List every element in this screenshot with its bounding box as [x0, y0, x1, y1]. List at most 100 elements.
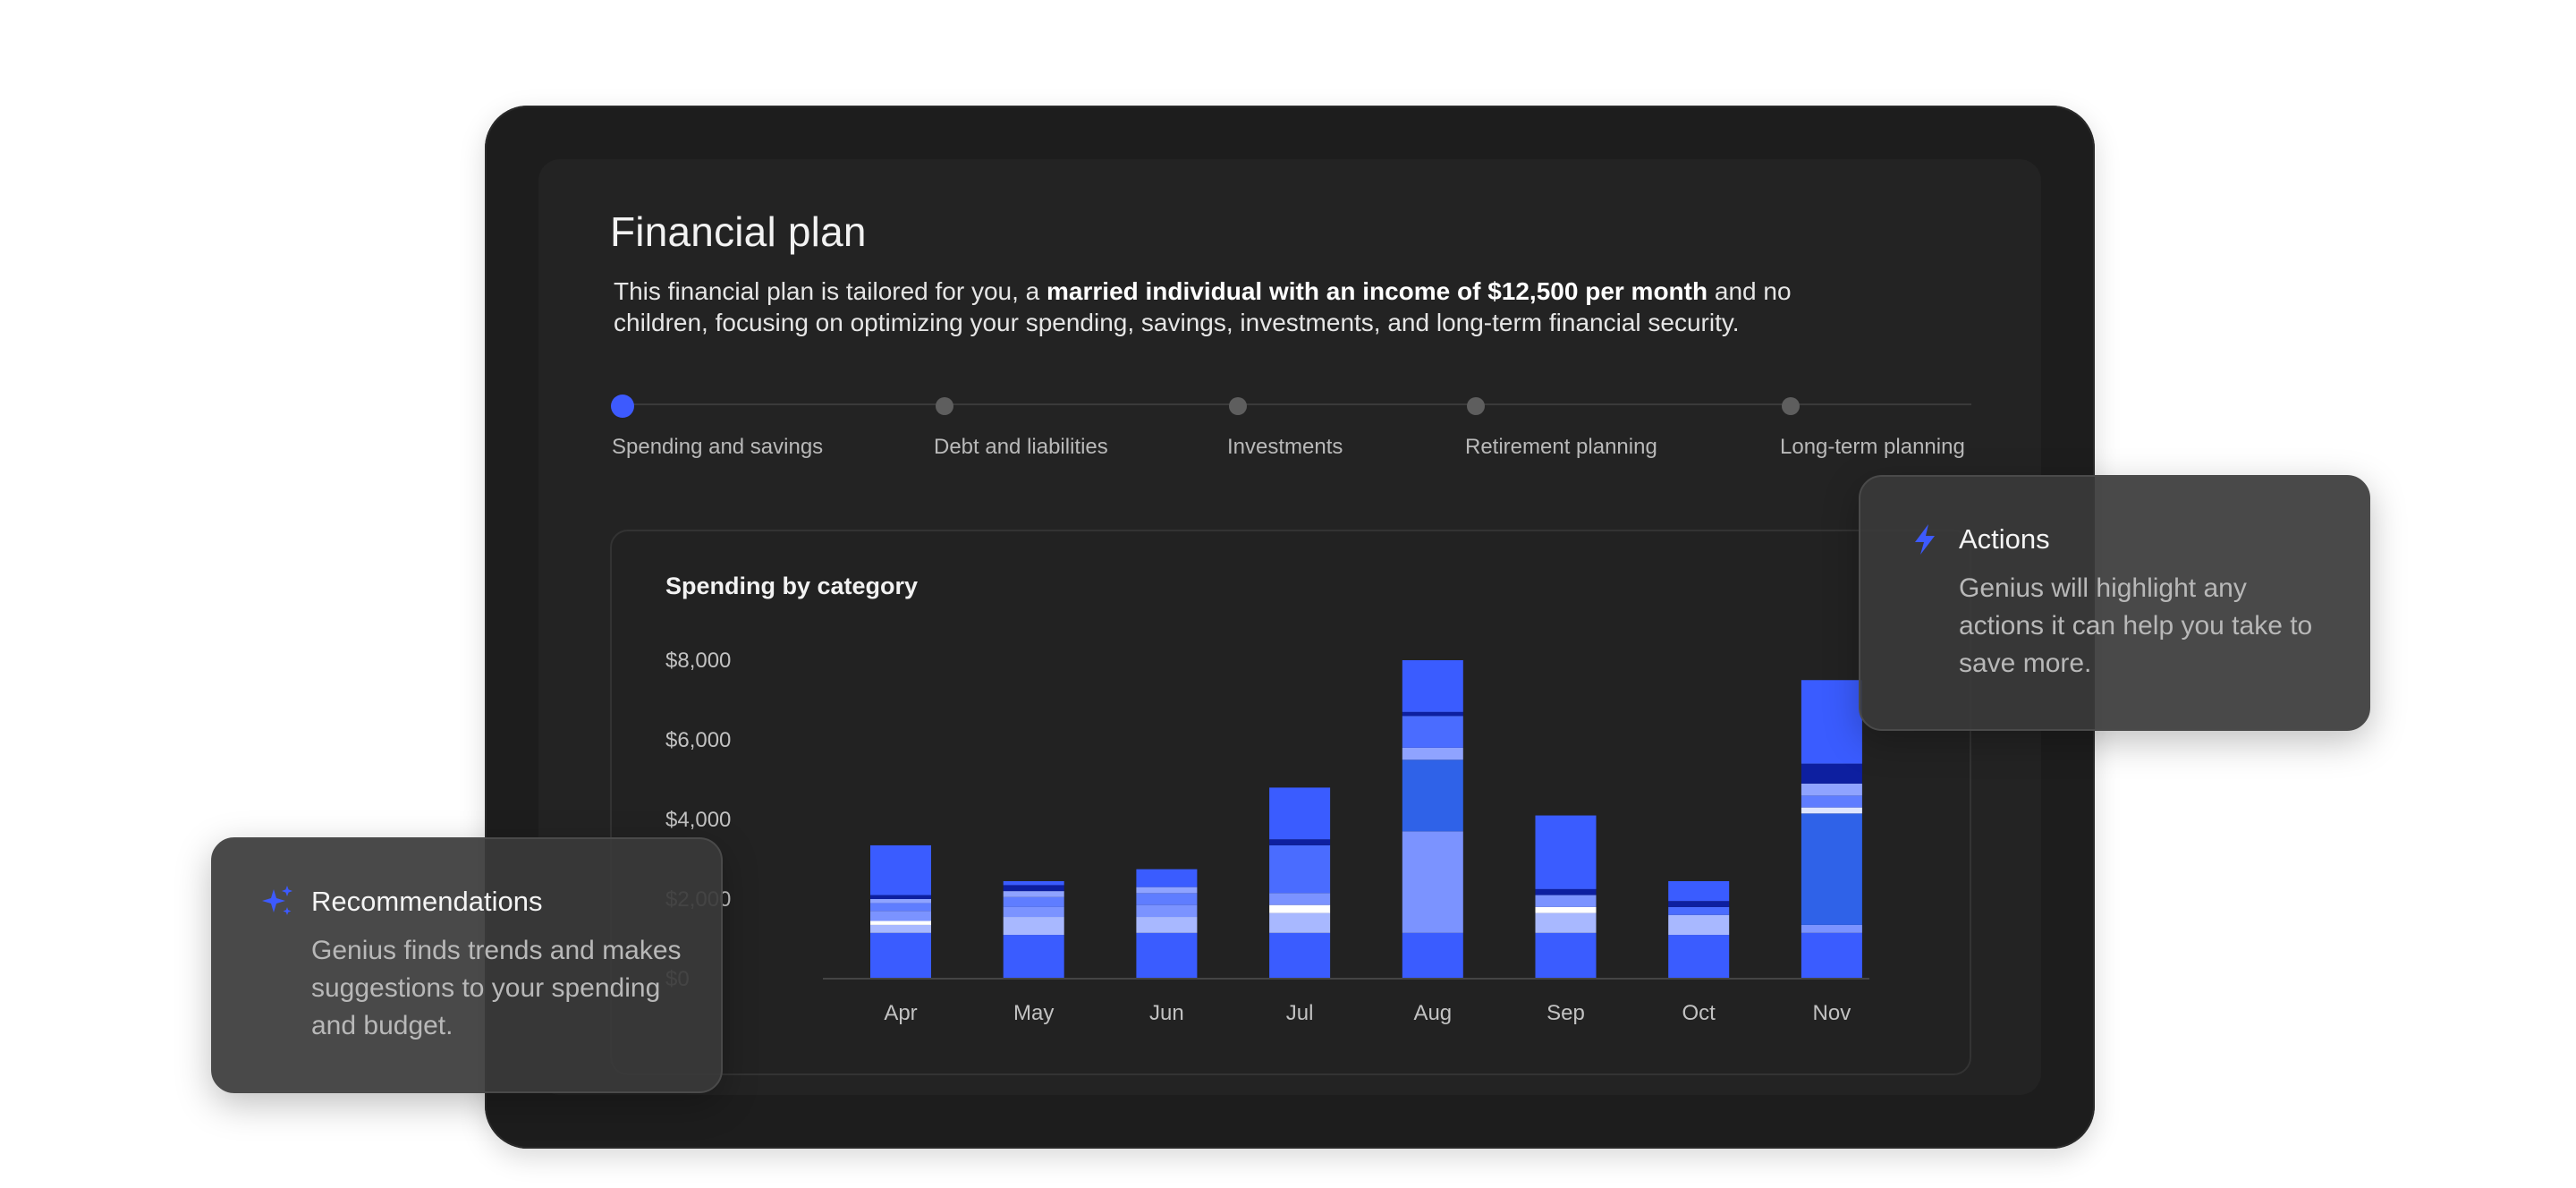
plan-description-rest: and no children, focusing on optimizing … [614, 277, 1792, 336]
y-axis: $0$2,000$4,000$6,000$8,000 [665, 649, 731, 991]
sparkles-icon [262, 886, 292, 915]
bar-segment [1668, 935, 1730, 979]
bar-segment [1801, 807, 1862, 814]
bar-segment [1003, 935, 1064, 979]
bar-segment [1269, 839, 1331, 845]
bar-segment [1535, 895, 1597, 907]
recommendations-body: Genius finds trends and makes suggestion… [311, 936, 682, 1040]
y-tick-label: $8,000 [665, 649, 731, 673]
bar-segment [1535, 888, 1597, 895]
x-tick-label: Aug [1413, 1001, 1452, 1025]
x-tick-label: Sep [1546, 1001, 1585, 1025]
bar-segment [1003, 880, 1064, 886]
bar-segment [1269, 893, 1331, 905]
bar-segment [1668, 906, 1730, 915]
x-axis: Apr May Jun Jul Aug Sep Oct Nov [884, 1001, 1851, 1025]
bar-segment [1535, 932, 1597, 979]
bar-segment [870, 932, 931, 979]
bar-jul[interactable] [1269, 787, 1331, 979]
lightning-icon [1915, 524, 1935, 555]
bar-segment [1136, 904, 1198, 918]
bar-segment [1136, 869, 1198, 887]
bar-segment [1801, 680, 1862, 764]
bar-segment [1801, 932, 1862, 979]
bar-segment [1801, 813, 1862, 925]
x-tick-label: May [1013, 1001, 1054, 1025]
step-label: Debt and liabilities [934, 435, 1108, 459]
bar-segment [870, 899, 931, 904]
bar-segment [1003, 885, 1064, 892]
x-tick-label: Oct [1682, 1001, 1716, 1025]
x-tick-label: Jun [1149, 1001, 1184, 1025]
page-title: Financial plan [610, 208, 867, 255]
bar-segment [1136, 887, 1198, 894]
bar-aug[interactable] [1402, 660, 1463, 979]
bar-segment [1535, 906, 1597, 913]
step-dot [936, 397, 953, 415]
stepper-track [621, 403, 1971, 405]
x-tick-label: Jul [1286, 1001, 1314, 1025]
actions-body: Genius will highlight any actions it can… [1959, 573, 2313, 678]
bar-oct[interactable] [1668, 880, 1730, 979]
bar-segment [1269, 844, 1331, 894]
bar-segment [1668, 901, 1730, 907]
bar-segment [1801, 924, 1862, 933]
bar-segment [1668, 880, 1730, 902]
bar-segment [1402, 932, 1463, 979]
bars [870, 660, 1862, 979]
bar-segment [1003, 896, 1064, 907]
step-label: Long-term planning [1780, 435, 1965, 459]
step-dot-active [611, 395, 634, 418]
plan-description-intro: This financial plan is tailored for you,… [614, 277, 1047, 305]
bar-nov[interactable] [1801, 680, 1862, 979]
bar-segment [1402, 831, 1463, 933]
bar-segment [1003, 906, 1064, 918]
bar-segment [1668, 914, 1730, 936]
bar-segment [1402, 716, 1463, 748]
bar-segment [1003, 891, 1064, 897]
bar-segment [1003, 917, 1064, 936]
bar-jun[interactable] [1136, 869, 1198, 979]
step-label: Spending and savings [612, 435, 824, 459]
plan-description: This financial plan is tailored for you,… [614, 276, 1812, 338]
bar-segment [1535, 912, 1597, 933]
bar-segment [870, 921, 931, 925]
bar-may[interactable] [1003, 880, 1064, 979]
recommendations-card[interactable]: Recommendations Genius finds trends and … [211, 837, 723, 1093]
bar-segment [1801, 795, 1862, 808]
step-dot [1229, 397, 1247, 415]
actions-title: Actions [1959, 523, 2050, 555]
bar-segment [1136, 917, 1198, 933]
bar-apr[interactable] [870, 844, 931, 979]
bar-segment [1136, 932, 1198, 979]
bar-segment [1402, 711, 1463, 717]
bar-segment [870, 844, 931, 895]
bar-segment [870, 924, 931, 933]
actions-card[interactable]: Actions Genius will highlight any action… [1859, 475, 2370, 731]
bar-segment [870, 903, 931, 912]
bar-segment [1402, 759, 1463, 832]
bar-segment [1136, 893, 1198, 905]
plan-description-highlight: married individual with an income of $12… [1046, 277, 1708, 305]
bar-segment [1269, 787, 1331, 840]
x-tick-label: Apr [884, 1001, 917, 1025]
step-dot [1467, 397, 1485, 415]
bar-segment [1402, 660, 1463, 712]
y-tick-label: $6,000 [665, 728, 731, 752]
bar-segment [1801, 783, 1862, 796]
x-tick-label: Nov [1813, 1001, 1852, 1025]
bar-segment [1535, 815, 1597, 889]
chart-title: Spending by category [665, 573, 919, 599]
bar-segment [1269, 932, 1331, 979]
bar-segment [1402, 747, 1463, 760]
y-tick-label: $4,000 [665, 808, 731, 832]
bar-segment [1269, 904, 1331, 913]
step-dot [1782, 397, 1800, 415]
step-label: Retirement planning [1465, 435, 1657, 459]
step-label: Investments [1227, 435, 1343, 459]
bar-segment [870, 895, 931, 899]
bar-segment [870, 911, 931, 921]
bar-sep[interactable] [1535, 815, 1597, 979]
